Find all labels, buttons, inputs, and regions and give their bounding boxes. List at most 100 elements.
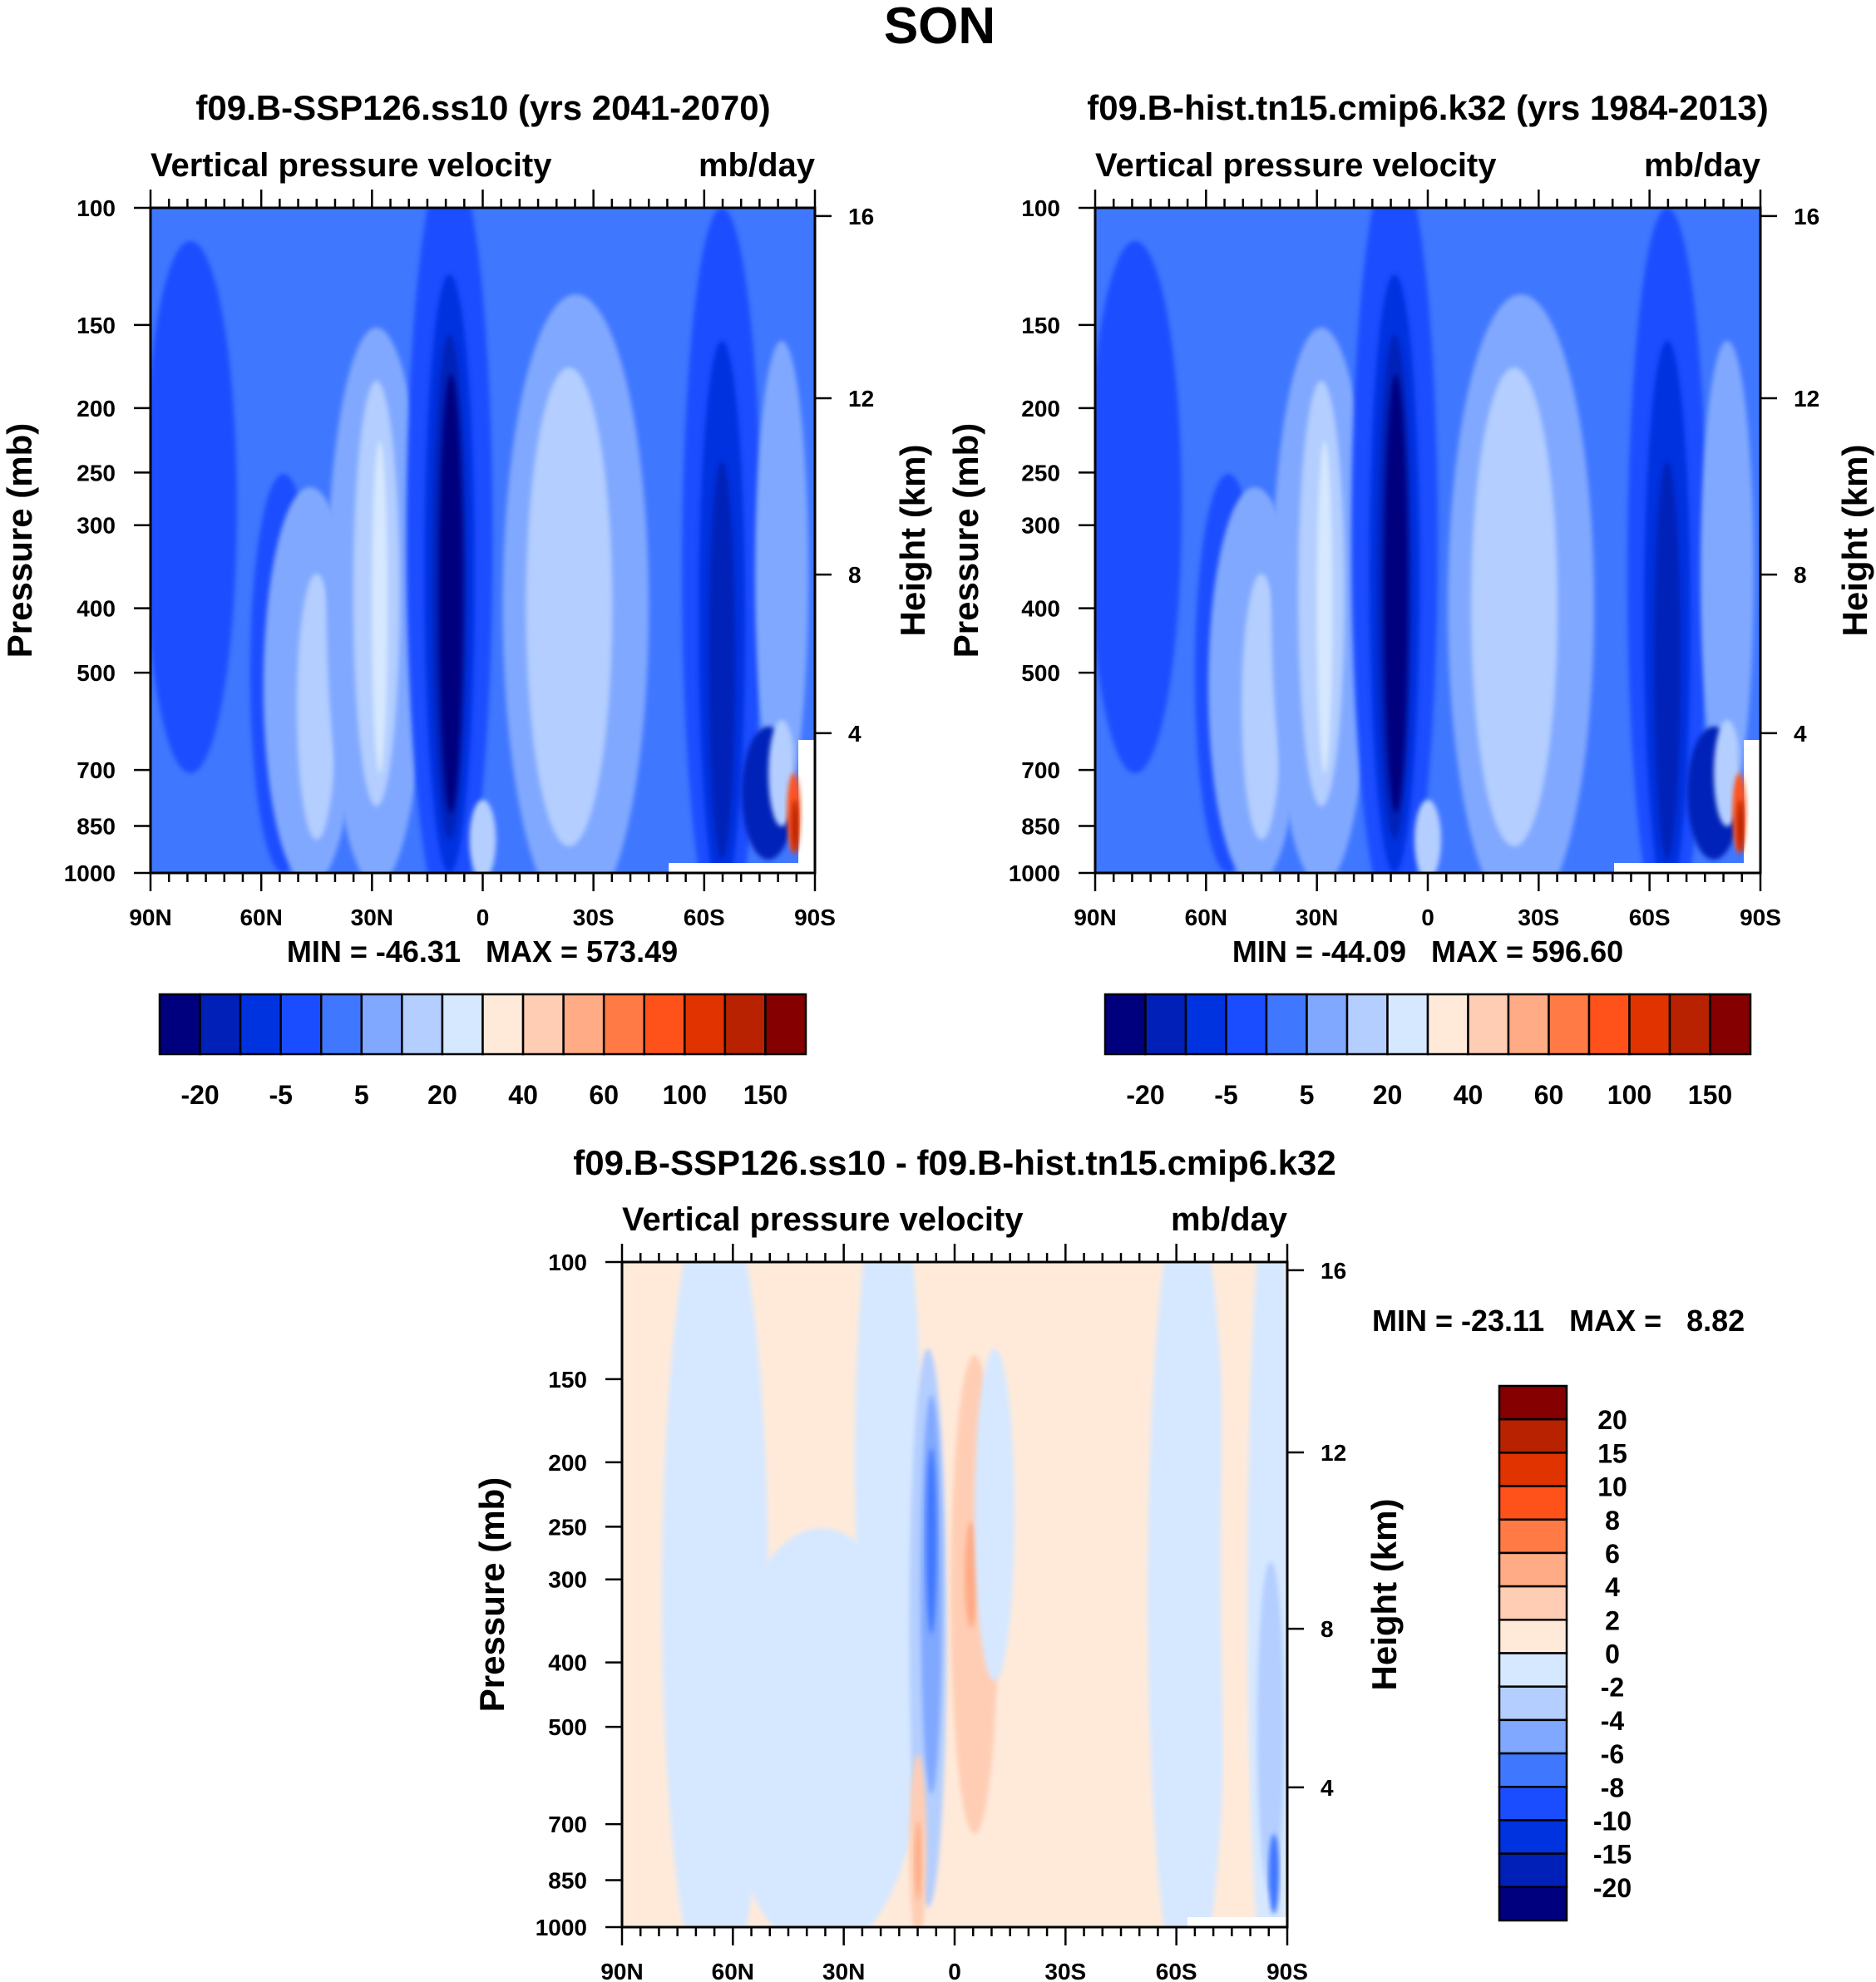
variable-label: Vertical pressure velocity xyxy=(622,1201,1024,1238)
colorbar-label: -15 xyxy=(1593,1840,1632,1870)
height-tick-label: 8 xyxy=(1794,562,1807,588)
panel-2: f09.B-hist.tn15.cmip6.k32 (yrs 1984-2013… xyxy=(946,88,1874,1110)
y-tick-label: 250 xyxy=(77,460,116,486)
contour-region xyxy=(855,1262,921,1761)
colorbar-box xyxy=(1498,1518,1568,1555)
contour-region xyxy=(1744,740,1760,873)
colorbar-box xyxy=(1498,1619,1568,1654)
colorbar-box xyxy=(239,993,282,1056)
colorbar-box xyxy=(1498,1585,1568,1621)
contour-region xyxy=(1187,1917,1287,1927)
contour-region xyxy=(755,341,809,806)
contour-field xyxy=(622,1262,1287,1927)
colorbar-box xyxy=(643,993,686,1056)
colorbar-box xyxy=(1498,1786,1568,1822)
contour-region xyxy=(669,863,815,873)
contour-region xyxy=(915,1821,921,1901)
y-tick-label: 100 xyxy=(77,195,116,221)
y-tick-label: 300 xyxy=(77,513,116,539)
colorbar-label: 150 xyxy=(743,1080,787,1110)
x-tick-label: 90N xyxy=(1074,905,1116,930)
x-tick-label: 60N xyxy=(239,905,282,930)
colorbar-label: -10 xyxy=(1593,1806,1632,1836)
colorbar-box xyxy=(1498,1551,1568,1588)
y-tick-label: 100 xyxy=(548,1250,587,1275)
colorbar-box xyxy=(158,993,201,1056)
colorbar-label: -4 xyxy=(1601,1706,1625,1736)
colorbar-label: 40 xyxy=(508,1080,538,1110)
y-tick-label: 700 xyxy=(548,1812,587,1837)
colorbar-box xyxy=(1345,993,1389,1056)
contour-region xyxy=(151,241,237,773)
colorbar-label: 60 xyxy=(1534,1080,1564,1110)
colorbar-box xyxy=(1386,993,1429,1056)
colorbar-box xyxy=(1587,993,1631,1056)
colorbar-box xyxy=(1668,993,1711,1056)
colorbar-box xyxy=(1498,1752,1568,1788)
colorbar-label: -20 xyxy=(180,1080,219,1110)
colorbar-box xyxy=(1184,993,1227,1056)
colorbar-box xyxy=(1498,1485,1568,1521)
y-axis-right-label: Height (km) xyxy=(893,445,932,637)
contour-region xyxy=(1737,800,1744,853)
colorbar-box xyxy=(1507,993,1550,1056)
y-tick-label: 150 xyxy=(548,1367,587,1393)
colorbar-box xyxy=(441,993,484,1056)
y-tick-label: 400 xyxy=(548,1650,587,1676)
colorbar-box xyxy=(1265,993,1308,1056)
min-max-stats: MIN = -23.11 MAX = 8.82 xyxy=(1372,1304,1745,1338)
colorbar-box xyxy=(1498,1417,1568,1454)
colorbar-box xyxy=(1306,993,1349,1056)
y-tick-label: 500 xyxy=(1021,660,1060,686)
colorbar-box xyxy=(1225,993,1268,1056)
colorbar-label: 150 xyxy=(1688,1080,1732,1110)
height-tick-label: 8 xyxy=(848,562,861,588)
contour-region xyxy=(798,740,815,873)
height-tick-label: 4 xyxy=(1321,1775,1334,1801)
panel-title: f09.B-SSP126.ss10 - f09.B-hist.tn15.cmip… xyxy=(573,1143,1335,1182)
y-tick-label: 300 xyxy=(1021,513,1060,539)
colorbar-box xyxy=(1628,993,1671,1056)
y-tick-label: 400 xyxy=(77,596,116,622)
colorbar-label: 100 xyxy=(1607,1080,1651,1110)
y-tick-label: 200 xyxy=(548,1450,587,1476)
colorbar-box xyxy=(1144,993,1187,1056)
min-max-stats: MIN = -44.09 MAX = 596.60 xyxy=(1232,934,1623,969)
colorbar-box xyxy=(199,993,242,1056)
contour-region xyxy=(1384,374,1408,813)
colorbar-box xyxy=(1103,993,1147,1056)
contour-region xyxy=(708,461,736,860)
colorbar-label: 10 xyxy=(1597,1472,1627,1502)
colorbar-box xyxy=(1498,1852,1568,1889)
contour-region xyxy=(526,367,613,846)
colorbar-box xyxy=(1498,1652,1568,1688)
contour-region xyxy=(469,800,496,873)
x-tick-label: 60S xyxy=(684,905,725,930)
panel-title: f09.B-hist.tn15.cmip6.k32 (yrs 1984-2013… xyxy=(1087,88,1768,127)
height-tick-label: 4 xyxy=(848,721,861,747)
colorbar-label: -8 xyxy=(1601,1772,1624,1802)
y-tick-label: 1000 xyxy=(536,1915,587,1940)
colorbar-box xyxy=(764,993,807,1056)
height-tick-label: 12 xyxy=(1794,386,1819,412)
x-tick-label: 30S xyxy=(1044,1959,1086,1982)
x-tick-label: 90N xyxy=(129,905,171,930)
y-tick-label: 700 xyxy=(77,757,116,783)
y-tick-label: 200 xyxy=(1021,396,1060,422)
colorbar-box xyxy=(1498,1384,1568,1421)
colorbar-label: 15 xyxy=(1597,1438,1627,1468)
variable-label: Vertical pressure velocity xyxy=(1095,147,1497,184)
colorbar-box xyxy=(481,993,525,1056)
colorbar-label: 20 xyxy=(1597,1405,1627,1435)
colorbar-box xyxy=(1467,993,1510,1056)
contour-region xyxy=(1654,461,1681,860)
colorbar-box xyxy=(1498,1819,1568,1855)
y-tick-label: 850 xyxy=(1021,814,1060,840)
contour-region xyxy=(372,441,388,773)
contour-field xyxy=(1095,208,1760,873)
x-tick-label: 60S xyxy=(1156,1959,1197,1982)
panel-1: f09.B-SSP126.ss10 (yrs 2041-2070) Vertica… xyxy=(0,88,932,1110)
x-tick-label: 90S xyxy=(1740,905,1781,930)
